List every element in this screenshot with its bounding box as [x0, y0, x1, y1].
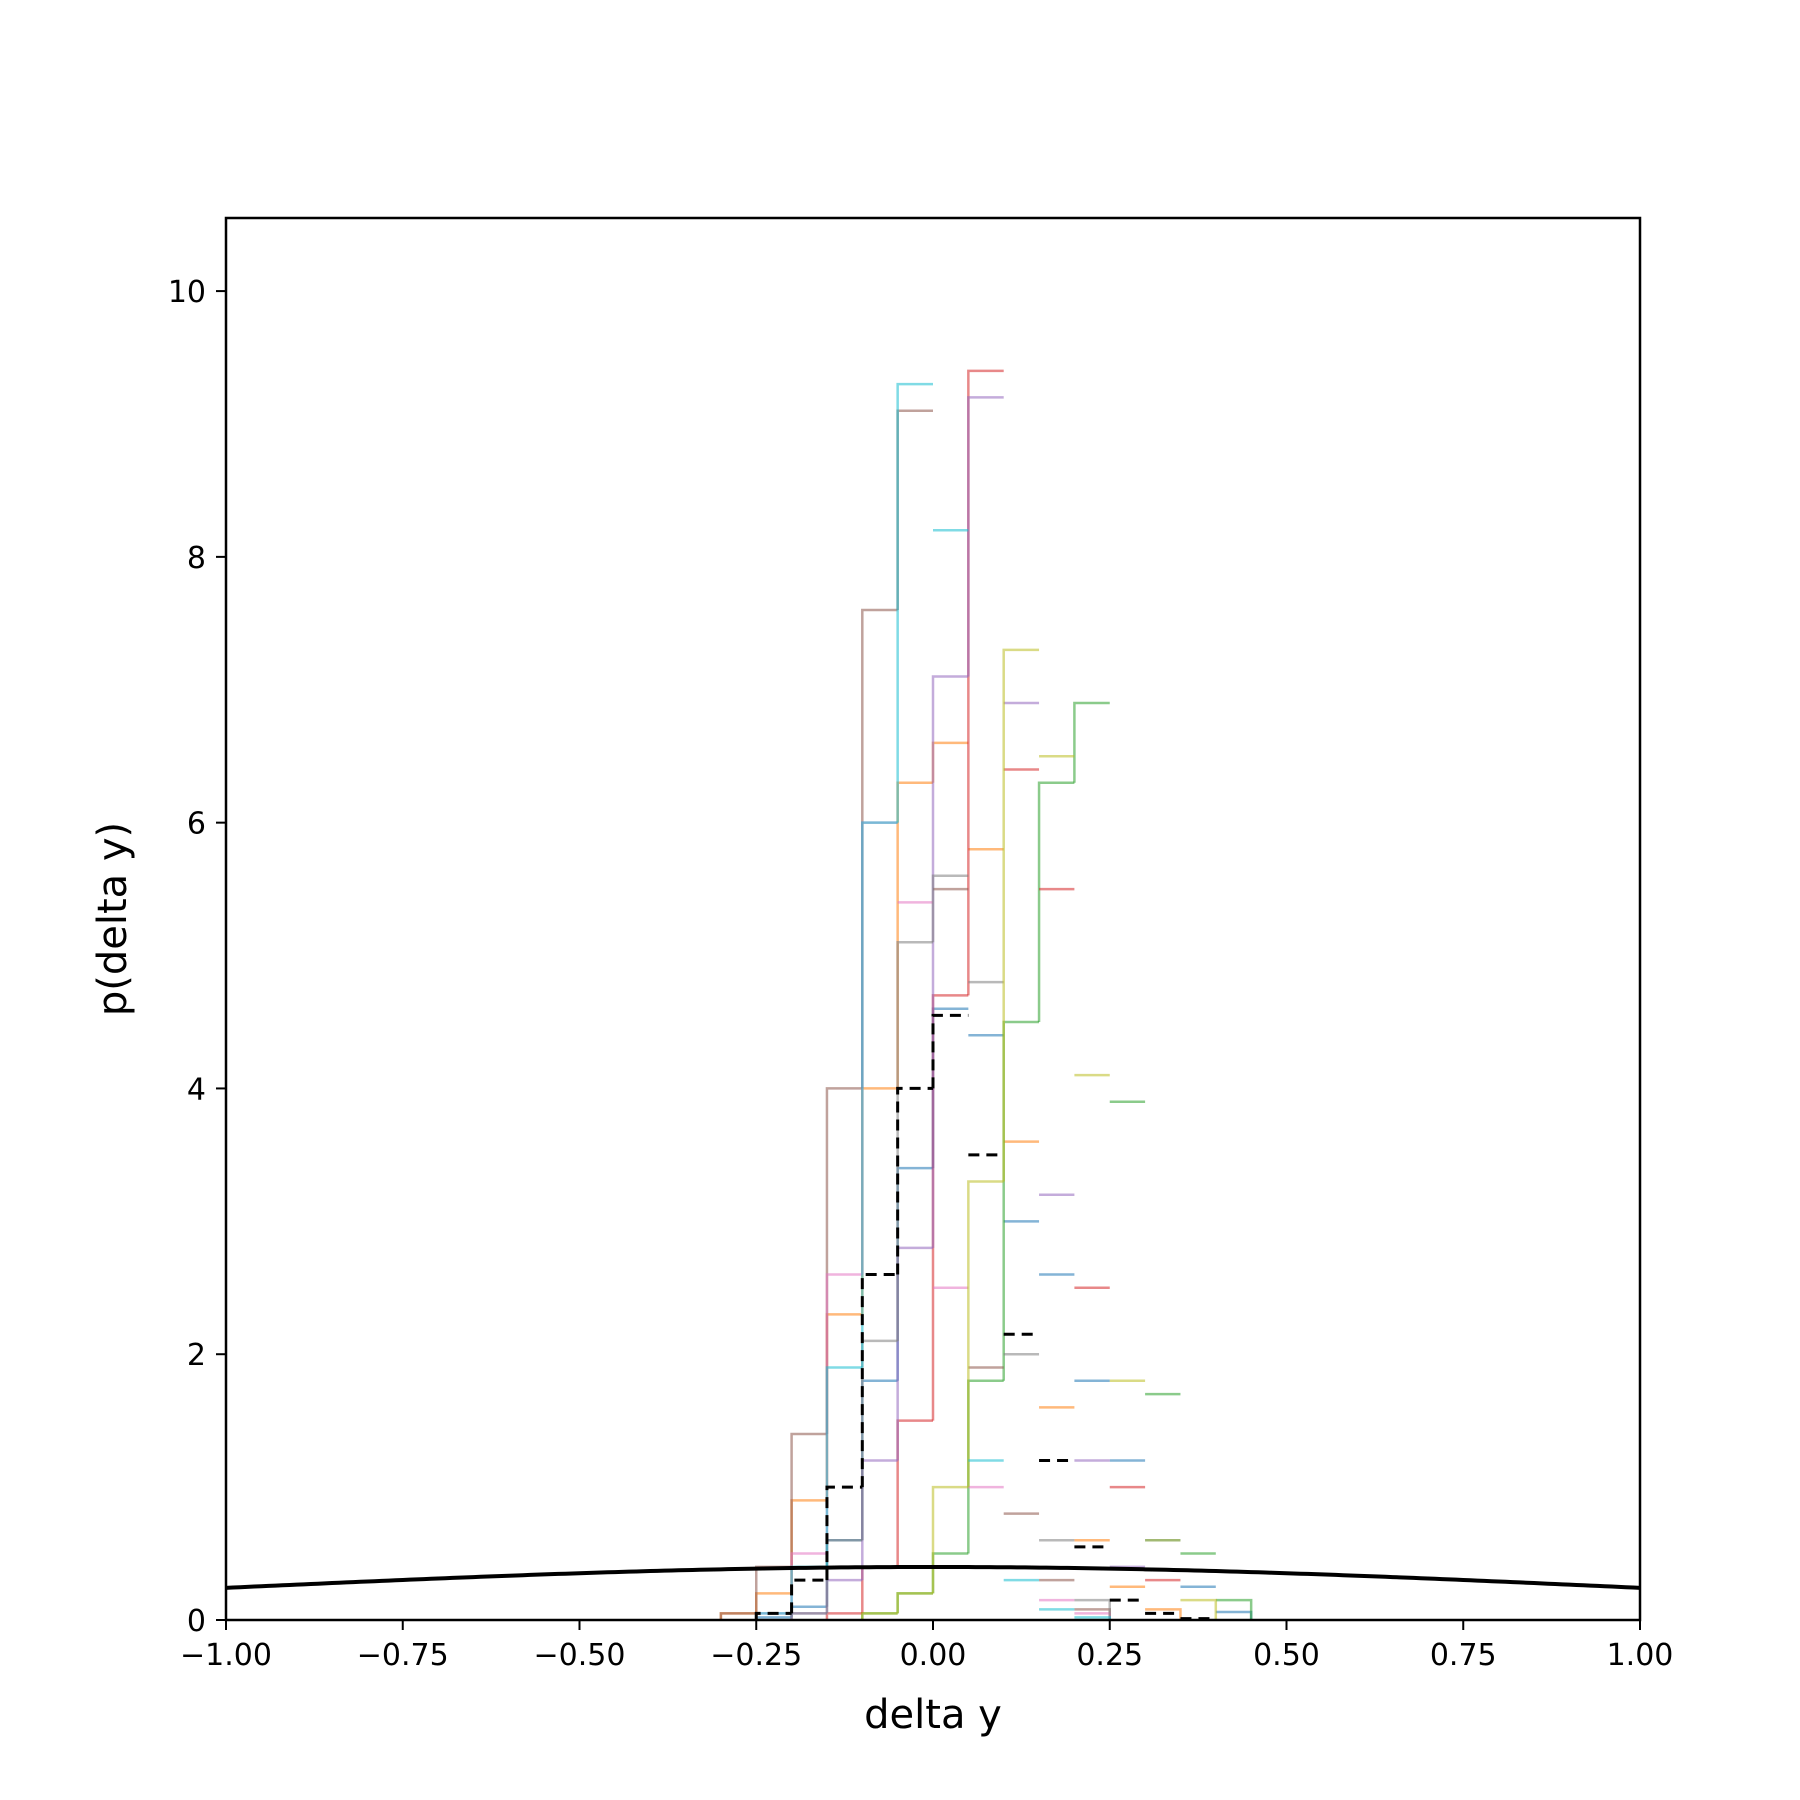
- x-tick-label: −0.50: [534, 1638, 626, 1673]
- histogram-bin: [967, 369, 1004, 996]
- histogram-series-10: [754, 1013, 1218, 1621]
- histogram-bin: [754, 1611, 792, 1620]
- histogram-bin: [896, 1592, 933, 1614]
- histogram-layer: [719, 369, 1253, 1621]
- x-ticks: −1.00 −0.75 −0.50 −0.25 0.00 0.25 0.50 0.75 1.00: [180, 1620, 1673, 1673]
- x-tick-label: −0.25: [710, 1638, 802, 1673]
- curve-layer: [225, 1564, 1641, 1590]
- y-tick-label: 10: [168, 275, 206, 310]
- histogram-bin: [896, 382, 933, 823]
- histogram-series-3: [825, 369, 1181, 1620]
- histogram-bin: [1037, 781, 1075, 1022]
- histogram-bin: [896, 941, 933, 1341]
- x-tick-label: 0.75: [1430, 1638, 1497, 1673]
- histogram-bin: [719, 1612, 757, 1620]
- x-tick-label: −1.00: [180, 1638, 272, 1673]
- histogram-bin: [790, 1578, 827, 1614]
- x-axis-label: delta y: [864, 1692, 1002, 1738]
- x-tick-label: 1.00: [1607, 1638, 1674, 1673]
- y-axis-label: p(delta y): [90, 822, 136, 1016]
- histogram-bin: [1002, 648, 1040, 1182]
- histogram-bin: [790, 1432, 827, 1567]
- y-tick-label: 2: [187, 1338, 206, 1373]
- histogram-series-8: [861, 648, 1218, 1620]
- histogram-bin: [861, 1612, 898, 1620]
- histogram-bin: [931, 874, 969, 943]
- histogram-bin: [861, 821, 898, 1368]
- x-tick-label: 0.25: [1076, 1638, 1143, 1673]
- x-tick-label: −0.75: [357, 1638, 449, 1673]
- histogram-bin: [825, 1485, 863, 1581]
- x-tick-label: 0.50: [1253, 1638, 1320, 1673]
- normal-pdf-curve: [225, 1564, 1641, 1590]
- histogram-bin: [860, 1272, 898, 1488]
- histogram-bin: [1180, 1598, 1218, 1620]
- histogram-bin: [896, 1086, 933, 1275]
- histogram-bin: [931, 1013, 969, 1089]
- histogram-bin: [1145, 1608, 1182, 1620]
- histogram-bin: [1215, 1598, 1253, 1620]
- y-tick-label: 4: [187, 1072, 206, 1107]
- x-tick-label: 0.00: [900, 1638, 967, 1673]
- histogram-bin: [967, 1180, 1004, 1488]
- y-tick-label: 8: [187, 541, 206, 576]
- histogram-bin: [967, 396, 1004, 677]
- histogram-bin: [931, 1485, 969, 1594]
- y-tick-label: 0: [187, 1604, 206, 1639]
- y-ticks: 0 2 4 6 8 10: [168, 275, 226, 1639]
- histogram-bin: [931, 675, 969, 1248]
- y-tick-label: 6: [187, 807, 206, 842]
